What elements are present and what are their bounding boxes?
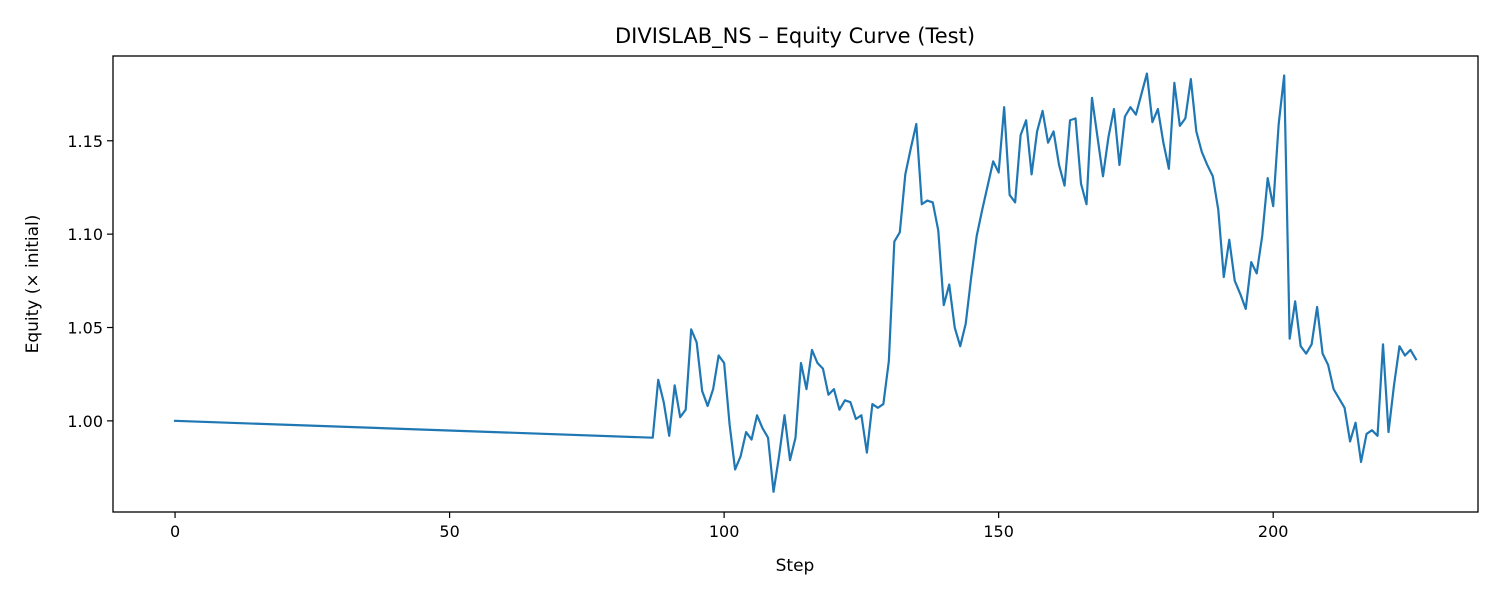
equity-series-line [173, 72, 1418, 493]
x-axis-label: Step [776, 556, 815, 576]
plot-frame [112, 55, 1479, 513]
y-axis-label: Equity (× initial) [23, 215, 43, 354]
y-tick-label: 1.10 [67, 225, 103, 244]
y-tick-label: 1.00 [67, 412, 103, 431]
y-tick-label: 1.15 [67, 132, 103, 151]
x-tick-label: 50 [439, 522, 459, 541]
x-tick-label: 0 [170, 522, 180, 541]
chart-title: DIVISLAB_NS – Equity Curve (Test) [615, 24, 975, 49]
x-tick-label: 200 [1258, 522, 1289, 541]
y-tick-label: 1.05 [67, 319, 103, 338]
x-tick-label: 150 [983, 522, 1014, 541]
plot-area [173, 72, 1418, 493]
axes: 0 50 100 150 200 1.00 1.05 1.10 1.15 [67, 132, 1288, 541]
x-tick-label: 100 [709, 522, 740, 541]
